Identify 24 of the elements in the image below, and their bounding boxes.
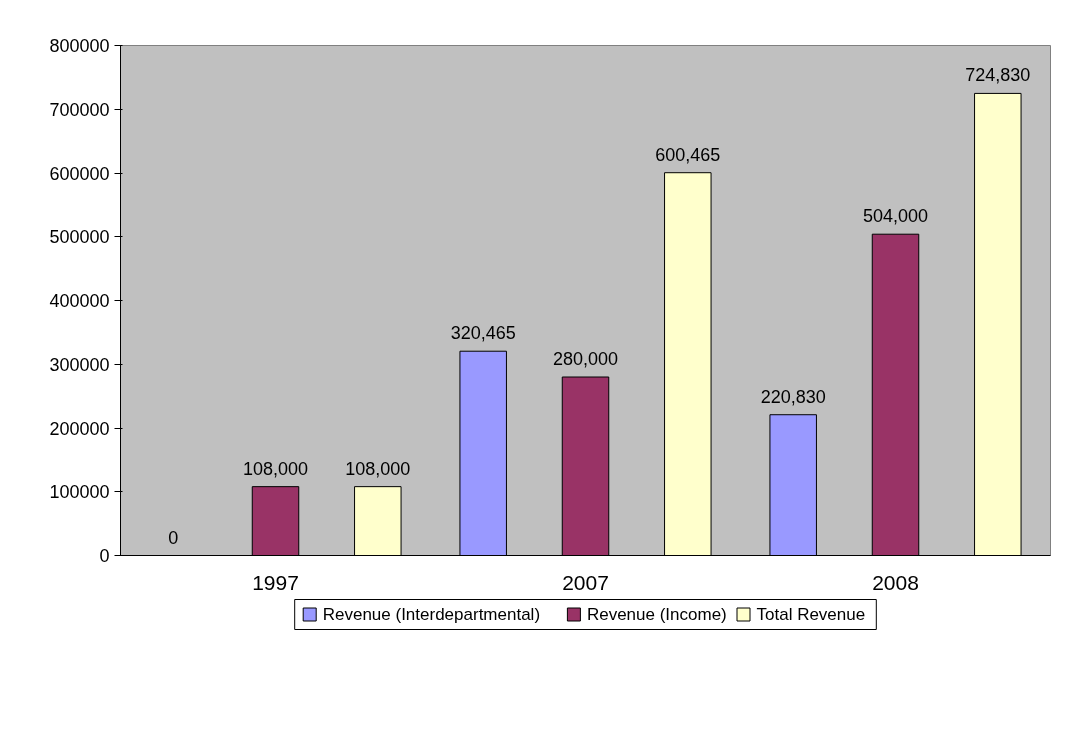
legend-label: Revenue (Income): [586, 605, 727, 624]
data-label: 724,830: [965, 65, 1031, 86]
legend-label: Revenue (Interdepartmental): [322, 605, 541, 624]
y-tick-label: 400000: [49, 291, 110, 311]
data-label: 108,000: [242, 458, 309, 479]
data-label: 280,000: [552, 349, 619, 369]
y-tick-label: 600000: [49, 163, 110, 184]
y-tick-label: 200000: [49, 418, 110, 439]
x-tick-label: 1997: [252, 570, 299, 594]
data-label: 108,000: [345, 458, 411, 479]
y-tick-label: 700000: [49, 99, 110, 120]
y-tick-label: 500000: [49, 227, 110, 248]
data-label: 220,830: [760, 386, 826, 407]
data-label: 320,465: [450, 323, 516, 344]
y-tick-label: 800000: [49, 36, 110, 56]
legend-label: Total Revenue: [756, 605, 866, 624]
x-tick-label: 2008: [872, 570, 919, 594]
y-tick-label: 300000: [49, 354, 110, 375]
data-label: 600,465: [655, 144, 721, 165]
y-tick-label: 100000: [49, 482, 110, 503]
data-label: 0: [168, 527, 179, 548]
x-tick-label: 2007: [562, 570, 609, 594]
y-tick-label: 0: [99, 546, 110, 566]
data-label: 504,000: [862, 206, 929, 227]
